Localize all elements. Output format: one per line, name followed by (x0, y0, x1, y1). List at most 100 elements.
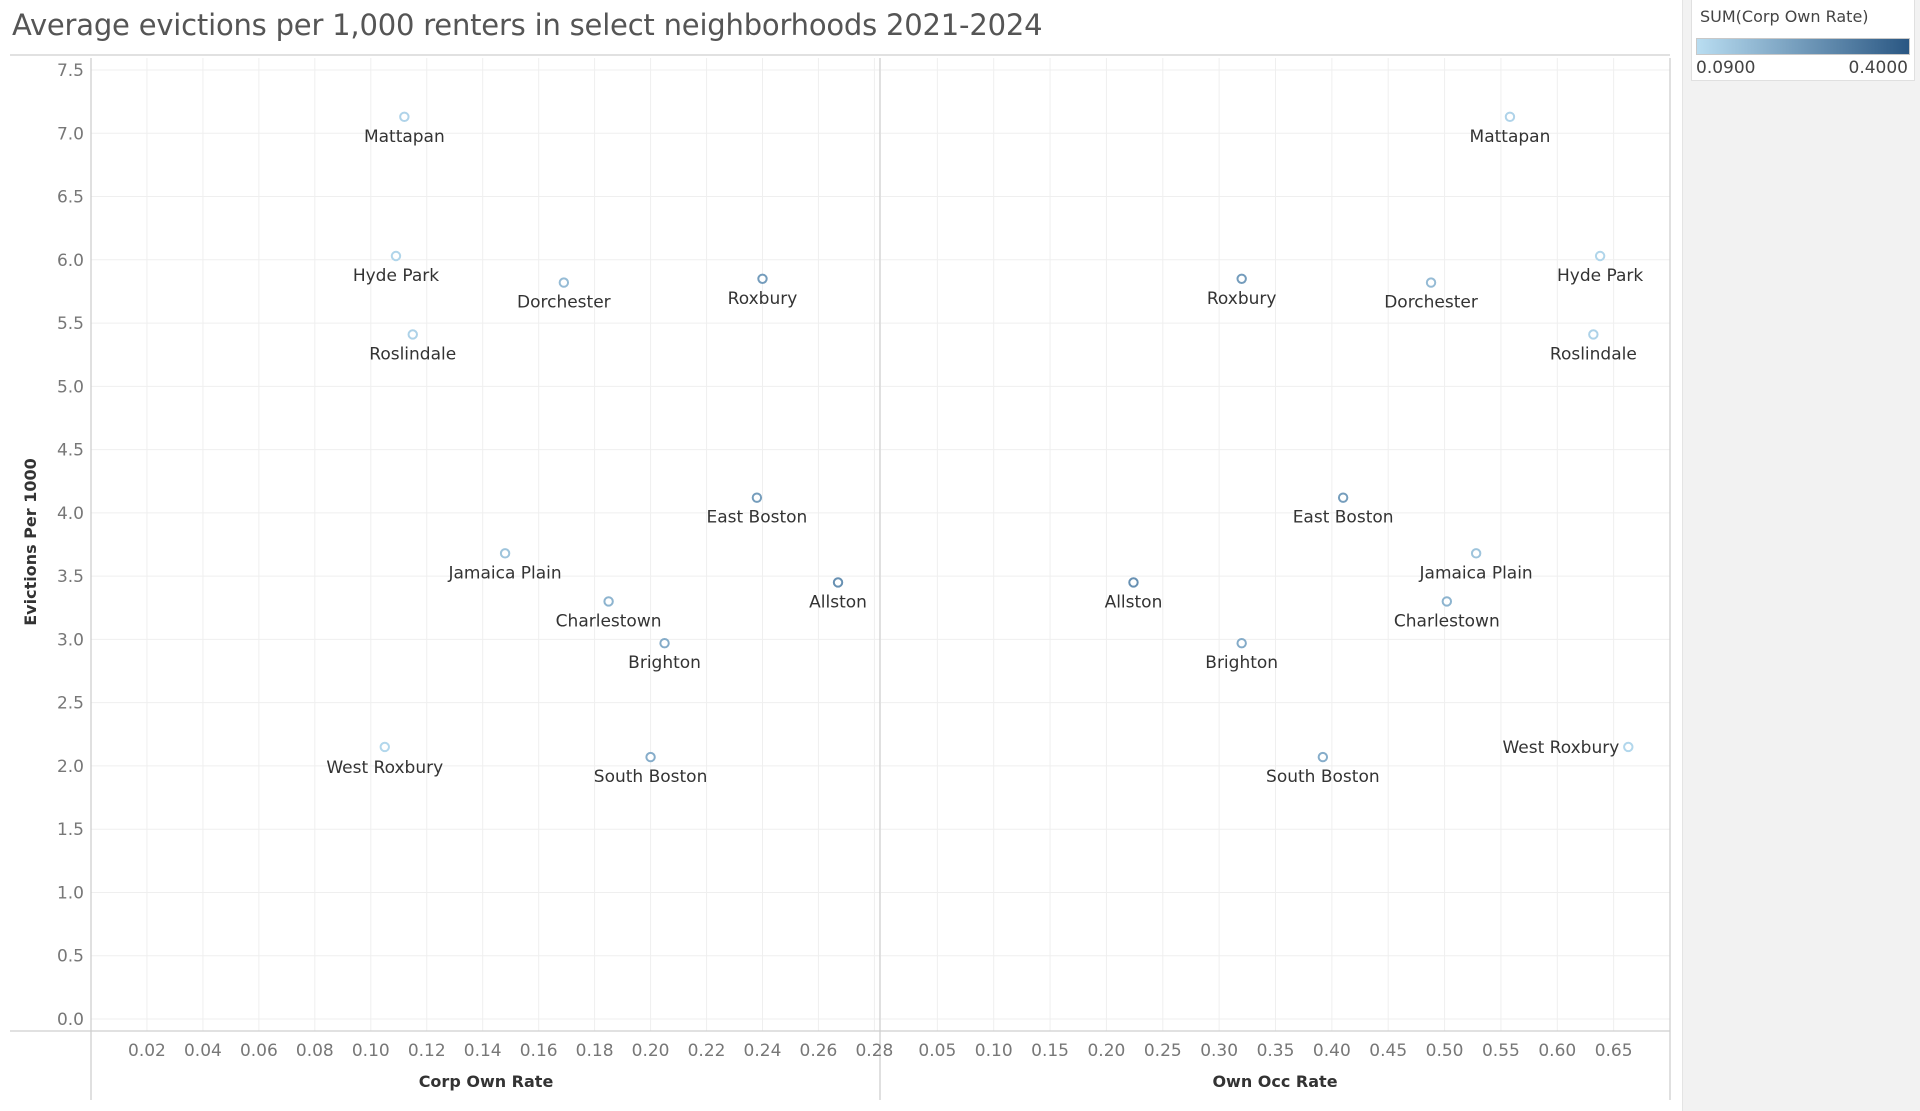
data-point-roxbury[interactable] (757, 273, 768, 284)
y-tick-label: 7.0 (57, 124, 84, 144)
point-label: Jamaica Plain (447, 563, 561, 583)
data-point-dorchester[interactable] (558, 277, 570, 288)
x-tick-label: 0.20 (1087, 1041, 1125, 1061)
point-label: Dorchester (1384, 293, 1478, 313)
x-axis-label-own-occ-rate: Own Occ Rate (1212, 1072, 1337, 1091)
point-label: South Boston (1266, 767, 1380, 787)
data-point-charlestown[interactable] (603, 596, 614, 607)
y-tick-label: 5.5 (57, 314, 84, 334)
x-tick-label: 0.05 (918, 1041, 956, 1061)
point-labels: Mattapan Hyde Park Dorchester Roxbury Roslin… (326, 127, 1643, 787)
point-label: South Boston (594, 767, 708, 787)
y-tick-label: 2.5 (57, 694, 84, 714)
data-point-dorchester[interactable] (1425, 277, 1437, 288)
y-tick-label: 2.0 (57, 757, 84, 777)
y-tick-label: 3.5 (57, 567, 84, 587)
y-tick-label: 6.5 (57, 188, 84, 208)
data-point-mattapan[interactable] (399, 111, 410, 123)
data-point-west-roxbury[interactable] (379, 741, 390, 753)
y-tick-label: 4.5 (57, 441, 84, 461)
y-tick-label: 7.5 (57, 61, 84, 81)
data-point-jamaica-plain[interactable] (1470, 548, 1482, 559)
data-point-mattapan[interactable] (1504, 111, 1516, 123)
point-label: Brighton (628, 653, 701, 673)
x-tick-label: 0.08 (296, 1041, 334, 1061)
point-label: West Roxbury (326, 758, 443, 778)
legend-max-label: 0.4000 (1848, 58, 1908, 78)
x-tick-label: 0.65 (1595, 1041, 1633, 1061)
y-tick-label: 5.0 (57, 377, 84, 397)
x-tick-label: 0.02 (128, 1041, 166, 1061)
scatter-chart: 0.0 0.5 1.0 1.5 2.0 2.5 3.0 3.5 4.0 4.5 5.0 5.5 6.0 6… (10, 54, 1671, 1100)
data-points[interactable] (379, 111, 1634, 763)
x-tick-label: 0.20 (632, 1041, 670, 1061)
point-label: East Boston (706, 508, 807, 528)
y-tick-label: 1.5 (57, 820, 84, 840)
point-label: Charlestown (1394, 611, 1500, 631)
data-point-roslindale[interactable] (1588, 329, 1599, 340)
x-tick-label: 0.35 (1257, 1041, 1295, 1061)
point-label: Roslindale (369, 344, 456, 364)
x-tick-label: 0.40 (1313, 1041, 1351, 1061)
x-tick-label: 0.50 (1426, 1041, 1464, 1061)
data-point-roslindale[interactable] (407, 329, 418, 340)
point-label: Mattapan (1470, 127, 1551, 147)
x-tick-label: 0.10 (975, 1041, 1013, 1061)
point-label: Charlestown (556, 611, 662, 631)
x-tick-label: 0.30 (1200, 1041, 1238, 1061)
grid-lines (91, 58, 1670, 1031)
x-tick-label: 0.45 (1369, 1041, 1407, 1061)
point-label: Hyde Park (353, 266, 439, 286)
data-point-south-boston[interactable] (645, 751, 656, 763)
point-label: Hyde Park (1557, 266, 1643, 286)
y-tick-label: 4.0 (57, 504, 84, 524)
y-axis-label: Evictions Per 1000 (21, 458, 40, 626)
data-point-allston[interactable] (832, 577, 844, 588)
chart-title: Average evictions per 1,000 renters in s… (12, 8, 1043, 42)
data-point-charlestown[interactable] (1441, 596, 1453, 607)
legend-title: SUM(Corp Own Rate) (1700, 7, 1869, 26)
x-tick-label: 0.06 (240, 1041, 278, 1061)
point-label: Mattapan (364, 127, 445, 147)
x-tick-label: 0.18 (576, 1041, 614, 1061)
legend-panel: SUM(Corp Own Rate) 0.0900 0.4000 (1682, 0, 1920, 1111)
y-tick-label: 1.0 (57, 883, 84, 903)
y-tick-label: 6.0 (57, 251, 84, 271)
x-tick-label: 0.22 (688, 1041, 726, 1061)
x-tick-label: 0.55 (1482, 1041, 1520, 1061)
point-label: Allston (1105, 592, 1163, 612)
x-tick-label: 0.10 (352, 1041, 390, 1061)
axis-ticks: 0.0 0.5 1.0 1.5 2.0 2.5 3.0 3.5 4.0 4.5 5.0 5.5 6.0 6… (57, 61, 1633, 1061)
point-label: Allston (809, 592, 867, 612)
x-tick-label: 0.24 (744, 1041, 782, 1061)
point-label: Roxbury (728, 289, 798, 309)
data-point-east-boston[interactable] (1337, 492, 1349, 503)
x-axis-label-corp-own-rate: Corp Own Rate (419, 1072, 554, 1091)
x-tick-label: 0.04 (184, 1041, 222, 1061)
data-point-brighton[interactable] (1236, 637, 1247, 649)
color-legend[interactable]: SUM(Corp Own Rate) 0.0900 0.4000 (1691, 0, 1915, 81)
data-point-roxbury[interactable] (1236, 273, 1247, 284)
data-point-west-roxbury[interactable] (1623, 741, 1634, 753)
data-point-south-boston[interactable] (1317, 751, 1329, 763)
data-point-brighton[interactable] (659, 637, 670, 649)
data-point-east-boston[interactable] (751, 492, 763, 503)
x-tick-label: 0.25 (1144, 1041, 1182, 1061)
data-point-jamaica-plain[interactable] (499, 548, 511, 559)
y-tick-label: 3.0 (57, 630, 84, 650)
point-label: Dorchester (517, 293, 611, 313)
data-point-allston[interactable] (1128, 577, 1139, 588)
y-tick-label: 0.0 (57, 1010, 84, 1030)
point-label: Brighton (1205, 653, 1278, 673)
x-tick-label: 0.26 (800, 1041, 838, 1061)
y-tick-label: 0.5 (57, 947, 84, 967)
data-point-hyde-park[interactable] (390, 250, 402, 262)
chart-frame (10, 54, 1671, 1100)
legend-min-label: 0.0900 (1696, 58, 1756, 78)
x-tick-label: 0.15 (1031, 1041, 1069, 1061)
data-point-hyde-park[interactable] (1594, 250, 1606, 262)
point-label: Roxbury (1207, 289, 1277, 309)
x-tick-label: 0.14 (464, 1041, 502, 1061)
x-tick-label: 0.60 (1538, 1041, 1576, 1061)
point-label: West Roxbury (1502, 738, 1619, 758)
